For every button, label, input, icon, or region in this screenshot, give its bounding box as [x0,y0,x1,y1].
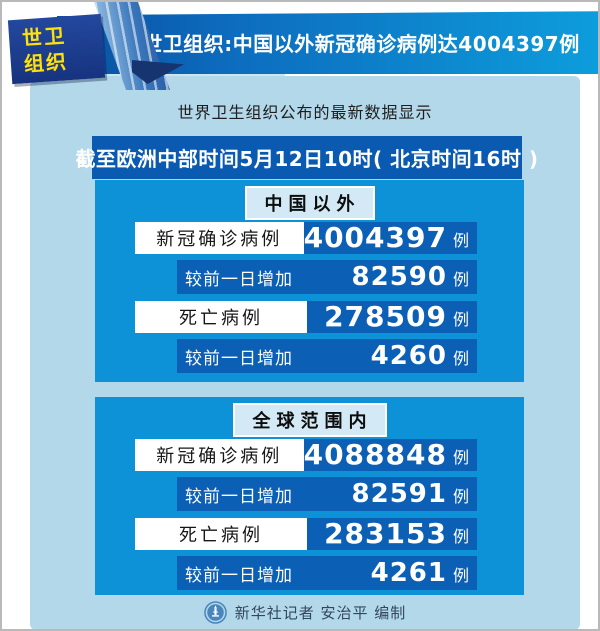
stat-row-confirmed: 新冠确诊病例 4088848 例 [135,439,477,471]
page-title: 世卫组织:中国以外新冠确诊病例达4004397例 [142,32,580,56]
delta-unit: 例 [452,349,469,368]
as-of-time-bar: 截至欧洲中部时间5月12日10时( 北京时间16时 ) [75,136,538,179]
stat-unit: 例 [452,527,469,546]
stat-row-confirmed: 新冠确诊病例 4004397 例 [135,222,477,254]
footer-credit-bar: 新华社记者 安治平 编制 [30,601,580,624]
xinhua-agency-logo-icon [203,601,227,624]
stat-unit: 例 [452,231,469,250]
stat-label: 新冠确诊病例 [135,439,304,471]
delta-label: 较前一日增加 [185,565,293,586]
stat-value-box: 283153 例 [307,518,477,550]
stat-label: 死亡病例 [135,301,307,333]
stat-row-deaths: 死亡病例 283153 例 [135,518,477,550]
section-global: 全球范围内 新冠确诊病例 4088848 例 较前一日增加 82591 例 死亡… [95,397,524,595]
delta-value: 4261 [370,558,447,588]
delta-value: 82590 [351,262,447,292]
section-title-wrap: 中国以外 [95,186,524,220]
delta-label: 较前一日增加 [185,269,293,290]
section-title: 全球范围内 [232,403,387,437]
section-title: 中国以外 [244,186,375,220]
stat-label: 死亡病例 [135,518,307,550]
stat-unit: 例 [452,448,469,467]
subtitle: 世界卫生组织公布的最新数据显示 [177,103,433,122]
section-title-wrap: 全球范围内 [95,403,524,437]
stat-value: 4088848 [303,438,447,471]
stat-row-confirmed-delta: 较前一日增加 82591 例 [177,477,477,511]
stat-value: 278509 [324,300,447,333]
stat-value-box: 278509 例 [307,301,477,333]
delta-unit: 例 [452,270,469,289]
delta-value: 4260 [370,341,447,371]
stat-value: 4004397 [303,221,447,254]
who-badge: 世卫 组织 [7,13,106,85]
stat-row-deaths-delta: 较前一日增加 4260 例 [177,339,477,373]
delta-label: 较前一日增加 [185,348,293,369]
section-outside-china: 中国以外 新冠确诊病例 4004397 例 较前一日增加 82590 例 死亡病… [95,180,524,382]
stat-unit: 例 [452,310,469,329]
delta-unit: 例 [452,566,469,585]
stat-row-deaths-delta: 较前一日增加 4261 例 [177,556,477,590]
stat-value: 283153 [324,517,447,550]
stat-row-deaths: 死亡病例 278509 例 [135,301,477,333]
who-badge-line2: 组织 [23,49,69,77]
credit-text: 新华社记者 安治平 编制 [234,604,407,622]
delta-value: 82591 [351,479,447,509]
delta-unit: 例 [452,487,469,506]
stat-value-box: 4088848 例 [303,438,477,471]
stat-value-box: 4004397 例 [303,221,477,254]
stat-row-confirmed-delta: 较前一日增加 82590 例 [177,260,477,294]
stat-label: 新冠确诊病例 [135,222,304,254]
delta-label: 较前一日增加 [185,486,293,507]
